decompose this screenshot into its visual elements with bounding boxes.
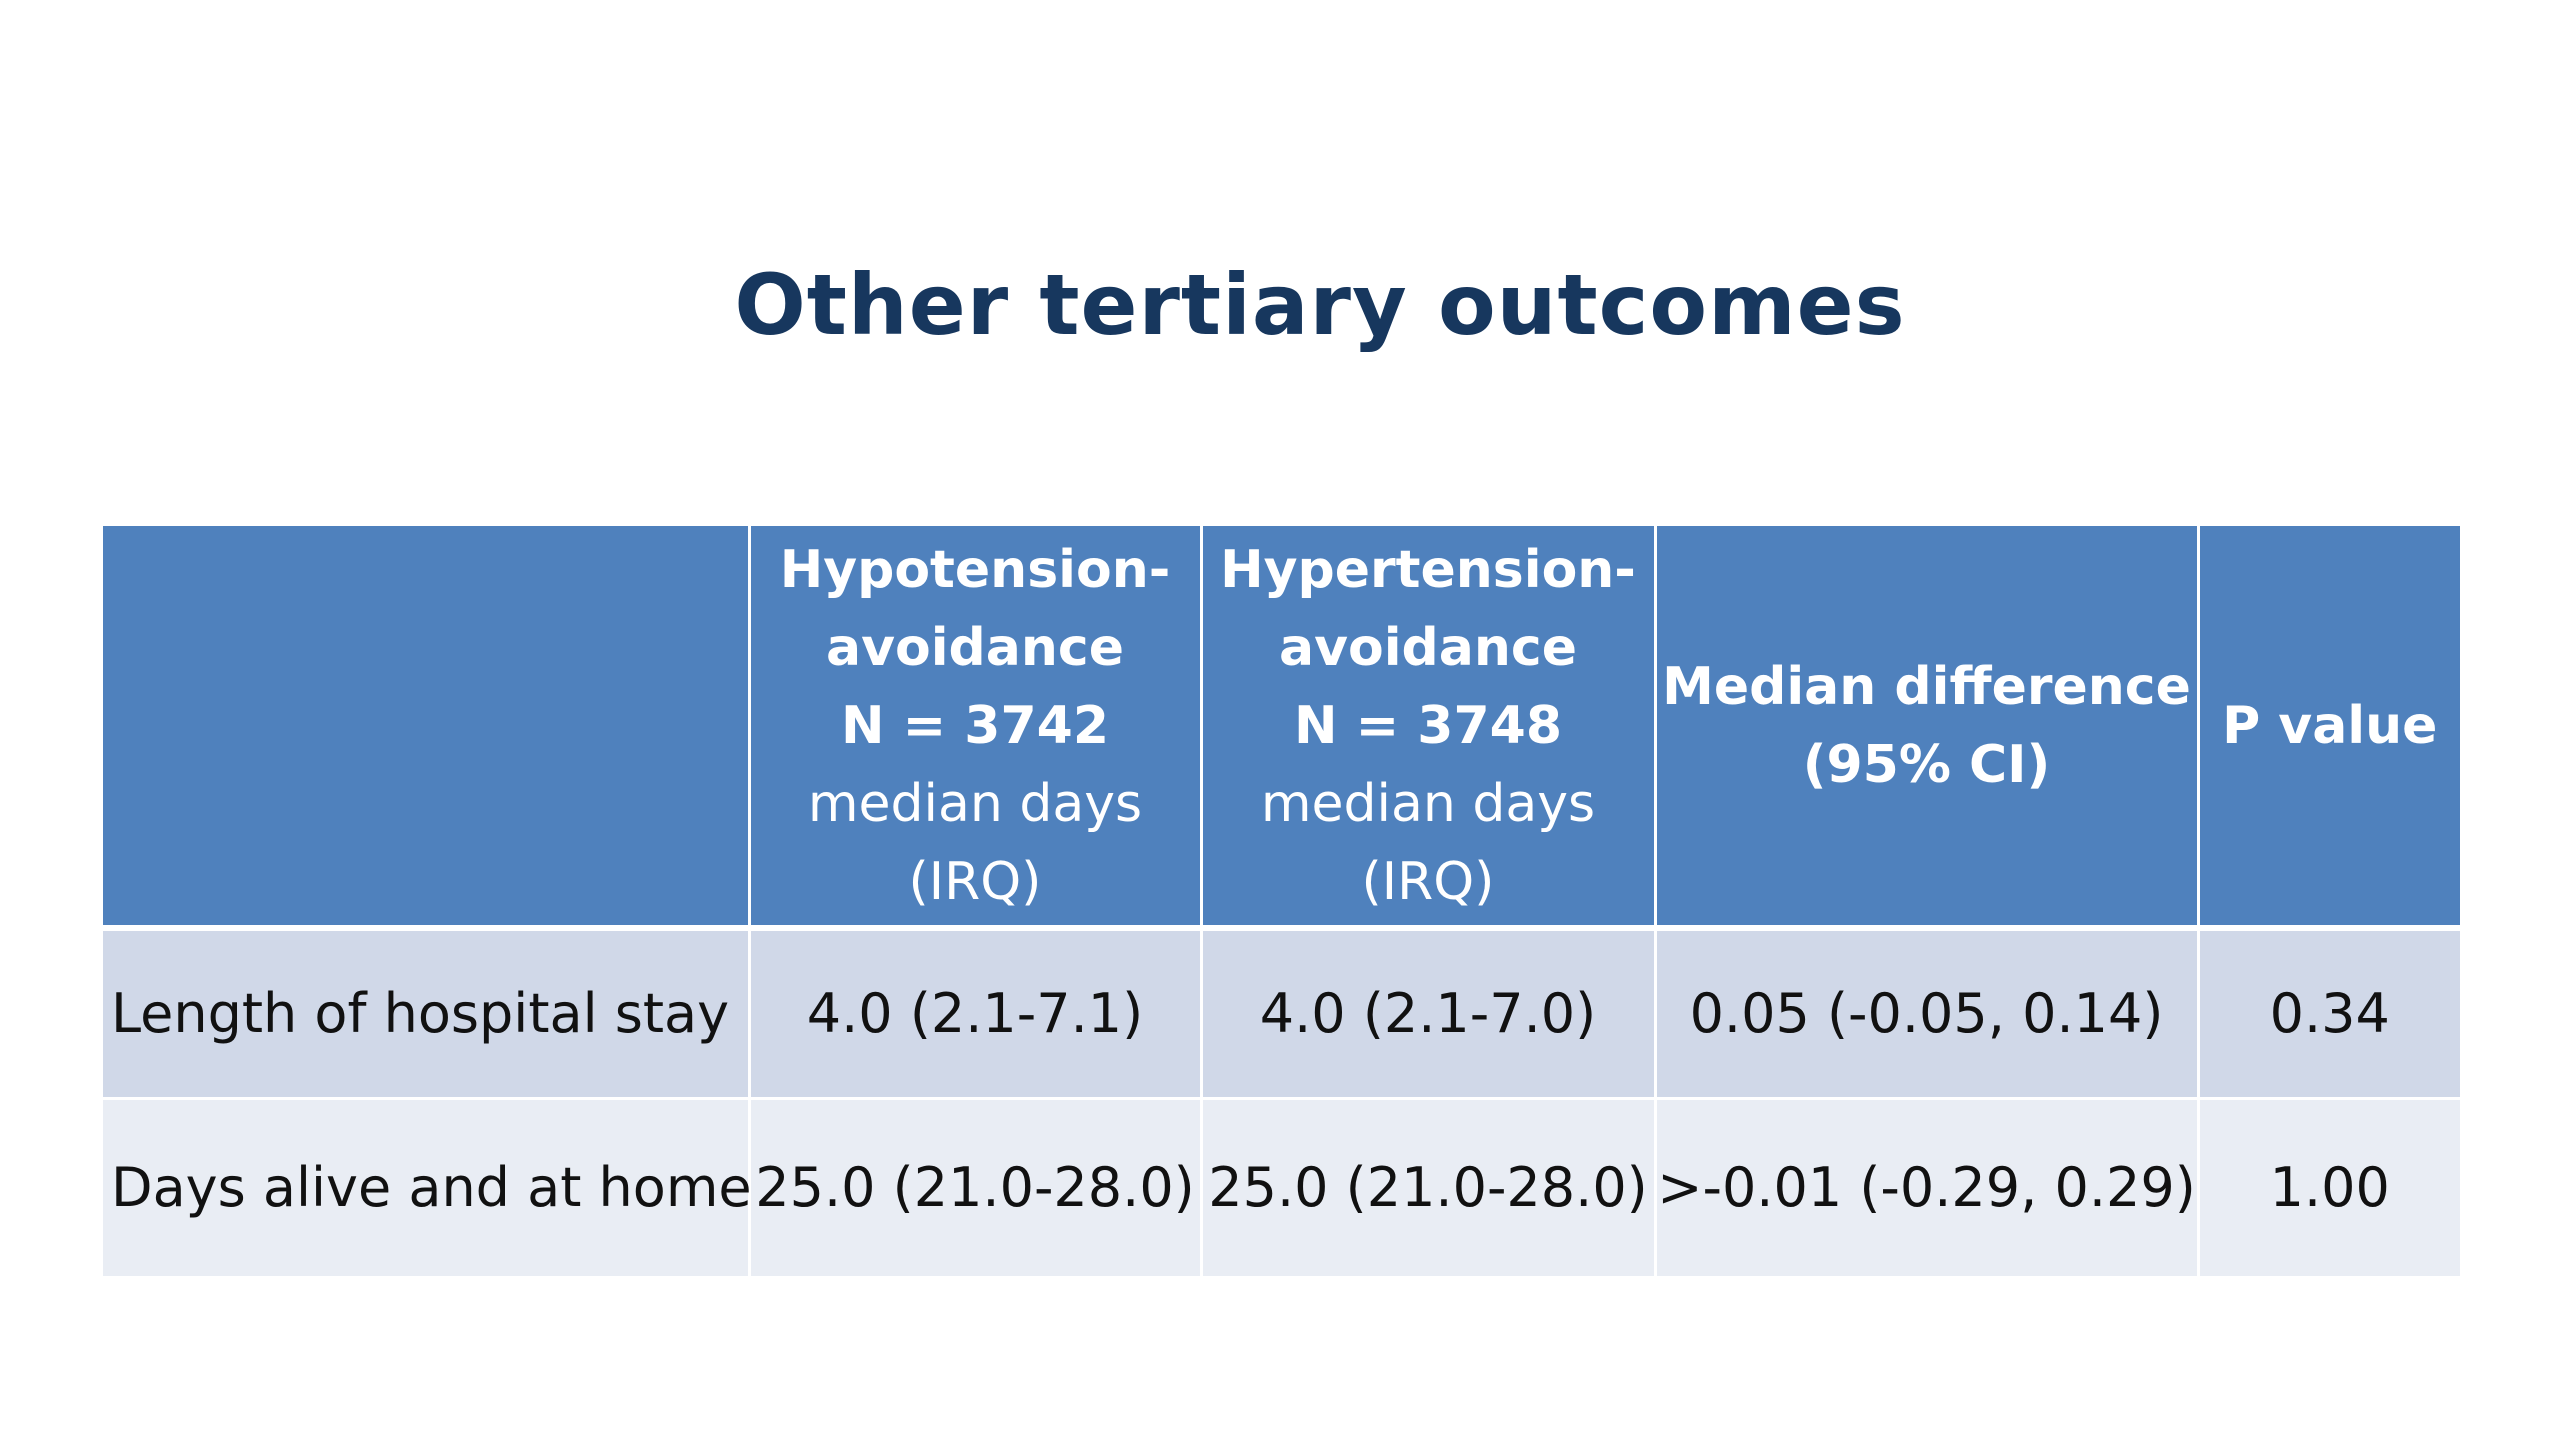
row-label: Length of hospital stay — [103, 928, 751, 1100]
table-row: Length of hospital stay 4.0 (2.1-7.1) 4.… — [103, 928, 2460, 1100]
header-line: N = 3742 — [840, 695, 1110, 756]
row-label: Days alive and at home — [103, 1098, 752, 1276]
header-line: (IRQ) — [1361, 851, 1495, 912]
table-cell: 0.34 — [2196, 928, 2460, 1100]
header-line: median days — [1260, 773, 1596, 834]
table-cell: 25.0 (21.0-28.0) — [1199, 1098, 1657, 1276]
table-cell: 4.0 (2.1-7.0) — [1199, 928, 1657, 1100]
header-line: N = 3748 — [1293, 695, 1563, 756]
header-line: avoidance — [826, 617, 1124, 678]
header-line: Median difference — [1662, 656, 2191, 717]
header-cell-hypertension-avoidance: Hypertension- avoidance N = 3748 median … — [1199, 526, 1657, 931]
header-line: median days — [807, 773, 1143, 834]
header-cell-hypotension-avoidance: Hypotension- avoidance N = 3742 median d… — [747, 526, 1203, 931]
header-line: avoidance — [1279, 617, 1577, 678]
table-header-row: Hypotension- avoidance N = 3742 median d… — [103, 526, 2460, 931]
table-cell: >-0.01 (-0.29, 0.29) — [1653, 1098, 2200, 1276]
header-cell-median-difference: Median difference (95% CI) — [1653, 526, 2200, 931]
outcomes-table: Hypotension- avoidance N = 3742 median d… — [103, 526, 2460, 1276]
header-line: Hypertension- — [1220, 539, 1636, 600]
table-cell: 25.0 (21.0-28.0) — [747, 1098, 1203, 1276]
table-cell: 0.05 (-0.05, 0.14) — [1653, 928, 2200, 1100]
slide-title: Other tertiary outcomes — [734, 256, 1906, 354]
header-line: (IRQ) — [908, 851, 1042, 912]
header-line: (95% CI) — [1802, 734, 2051, 795]
header-line: Hypotension- — [779, 539, 1171, 600]
table-cell: 1.00 — [2196, 1098, 2460, 1276]
header-line: P value — [2222, 695, 2438, 756]
header-cell-p-value: P value — [2196, 526, 2460, 931]
table-row: Days alive and at home 25.0 (21.0-28.0) … — [103, 1098, 2460, 1276]
header-cell-blank — [103, 526, 751, 931]
table-cell: 4.0 (2.1-7.1) — [747, 928, 1203, 1100]
